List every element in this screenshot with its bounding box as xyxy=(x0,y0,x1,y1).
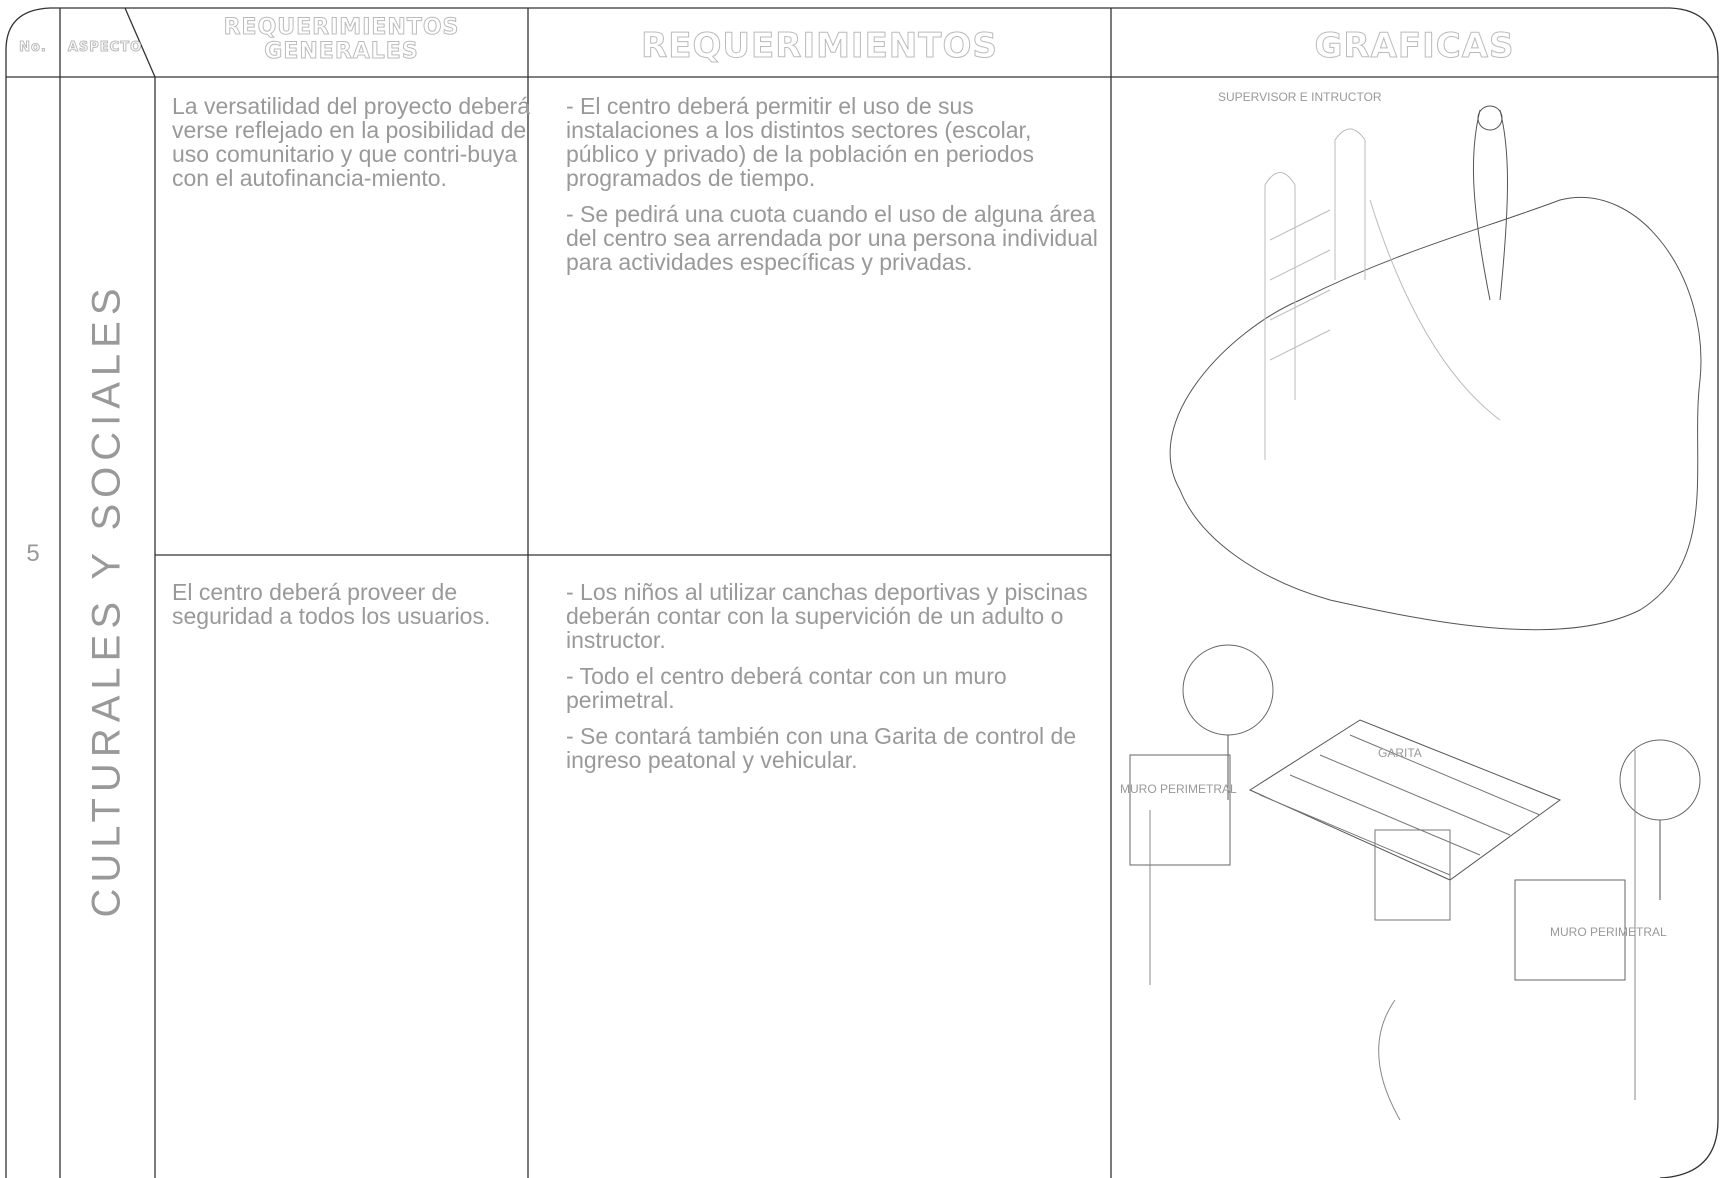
header-graphics: GRAFICAS xyxy=(1314,26,1515,67)
graphic-label: MURO PERIMETRAL xyxy=(1120,782,1237,796)
aspect-label: CULTURALES Y SOCIALES xyxy=(84,282,129,918)
requirements: - El centro deberá permitir el uso de su… xyxy=(566,94,1106,286)
header-line: REQUERIMIENTOS xyxy=(223,15,460,40)
graphic-label: GARITA xyxy=(1378,746,1422,760)
requirement: - Se contará también con una Garita de c… xyxy=(566,723,1077,773)
header-requirements: REQUERIMIENTOS xyxy=(641,26,998,67)
header-line: GENERALES xyxy=(264,39,419,64)
requirements: - Los niños al utilizar canchas deportiv… xyxy=(566,580,1106,784)
requirement: - Todo el centro deberá contar con un mu… xyxy=(566,663,1007,713)
requirement: - Se pedirá una cuota cuando el uso de a… xyxy=(566,201,1098,275)
graphic-label: MURO PERIMETRAL xyxy=(1550,925,1667,939)
header-general: REQUERIMIENTOS GENERALES xyxy=(155,15,528,64)
requirement: - El centro deberá permitir el uso de su… xyxy=(566,93,1034,191)
general-text: La versatilidad del proyecto deberá vers… xyxy=(172,93,531,191)
section-number: 5 xyxy=(26,540,40,567)
header-aspect: ASPECTO xyxy=(67,40,143,56)
illustration xyxy=(1129,105,1702,1121)
general-text: El centro deberá proveer de seguridad a … xyxy=(172,579,491,629)
graphic-label: SUPERVISOR E INTRUCTOR xyxy=(1218,90,1382,104)
header-no: No. xyxy=(19,40,47,56)
requirement: - Los niños al utilizar canchas deportiv… xyxy=(566,579,1088,653)
